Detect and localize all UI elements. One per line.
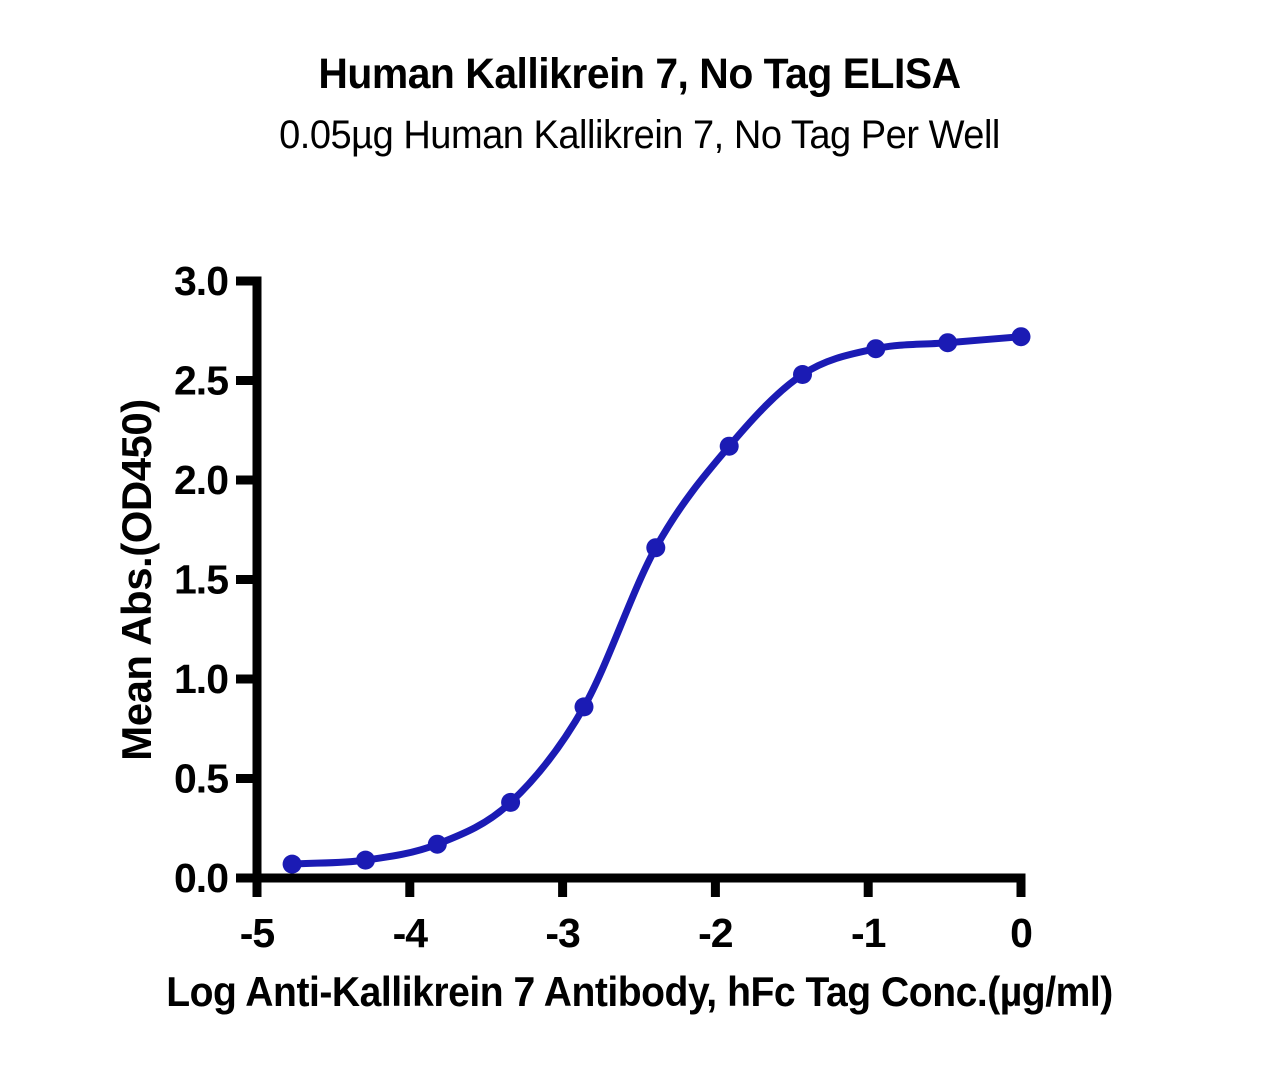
data-point [793,365,812,384]
y-tick-label: 3.0 [174,258,228,304]
x-tick-label: 0 [1010,910,1032,956]
x-tick-label: -4 [393,910,429,956]
data-point [866,339,886,359]
chart-subtitle: 0.05µg Human Kallikrein 7, No Tag Per We… [279,113,1000,157]
y-tick-label: 1.5 [174,557,228,603]
y-tick-label: 0.0 [174,855,228,901]
data-point [719,436,739,456]
data-point [574,697,594,717]
x-axis-title: Log Anti-Kallikrein 7 Antibody, hFc Tag … [166,968,1113,1015]
data-point [501,792,521,812]
y-tick-label: 2.0 [174,457,228,503]
data-point [1011,327,1031,347]
x-tick-label: -1 [851,910,886,956]
data-point [356,850,375,870]
y-tick-label: 2.5 [174,358,228,404]
y-tick-label: 0.5 [174,756,228,802]
y-tick-label: 1.0 [174,656,228,702]
chart-title: Human Kallikrein 7, No Tag ELISA [318,50,961,98]
data-point [938,333,958,353]
data-point [427,834,447,854]
x-tick-label: -5 [240,910,275,956]
x-tick-label: -2 [698,910,733,956]
fit-curve [288,333,1025,868]
x-tick-label: -3 [545,910,580,956]
data-point [646,538,666,558]
data-point [282,854,302,874]
